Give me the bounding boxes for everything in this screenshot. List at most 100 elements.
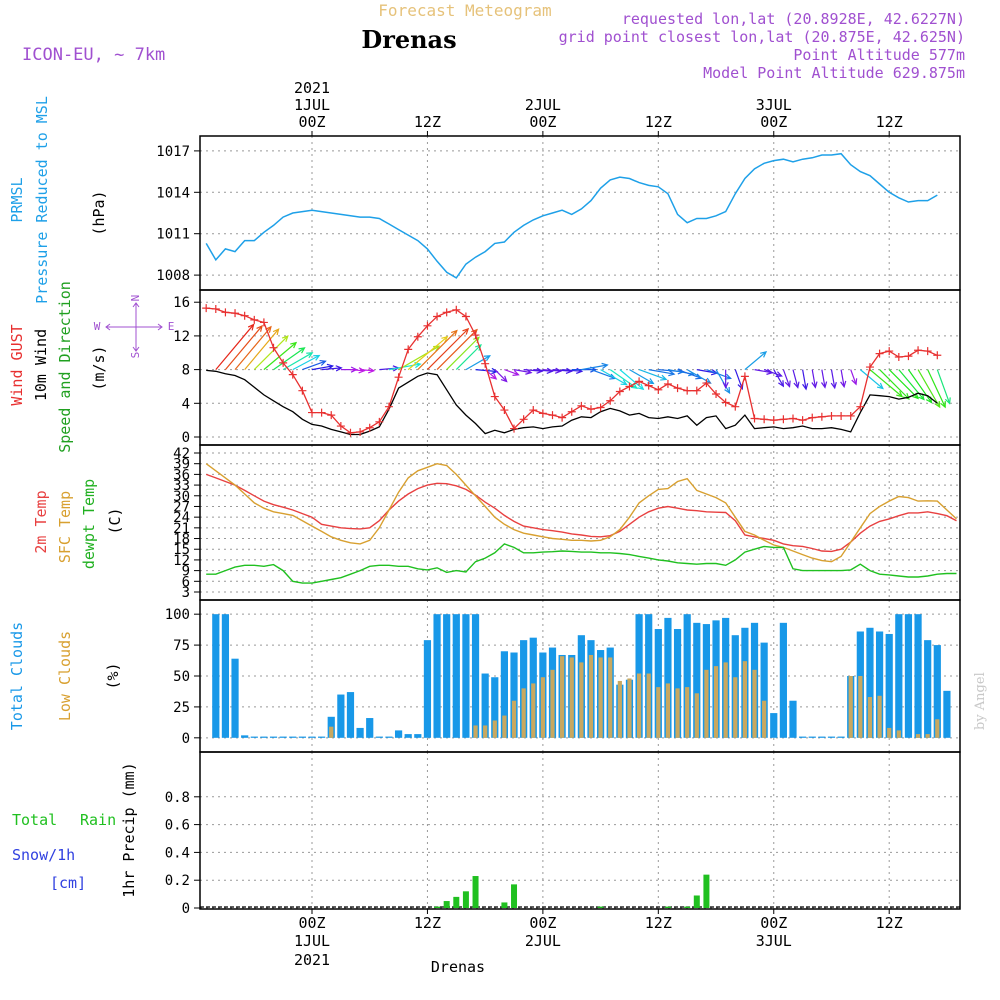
- total-cloud-bar: [250, 736, 258, 738]
- gust-marker: [356, 427, 365, 436]
- gust-marker: [500, 406, 509, 415]
- gust-marker: [856, 402, 865, 411]
- wind-arrow: [350, 369, 365, 372]
- total-cloud-bar: [346, 692, 355, 738]
- low-cloud-bar: [887, 727, 892, 738]
- low-cloud-bar: [723, 662, 728, 738]
- gust-marker: [519, 415, 528, 424]
- wind-arrow-head: [784, 380, 791, 388]
- wind-arrow: [253, 335, 289, 371]
- low-cloud-bar: [329, 726, 334, 738]
- gust-marker: [221, 308, 230, 317]
- wind-arrow-head: [637, 383, 645, 391]
- wind-arrow-head: [668, 370, 676, 377]
- pressure-label-long: Pressure Reduced to MSL: [33, 96, 51, 304]
- compass-rose: N S W E: [94, 295, 175, 359]
- wind-arrow-head: [565, 367, 574, 374]
- gust-marker: [317, 408, 326, 417]
- y-tick-label: 36: [173, 467, 190, 483]
- low-cloud-bar: [511, 700, 517, 738]
- wind-arrow-head: [306, 352, 314, 359]
- gust-marker: [259, 318, 268, 327]
- gust-marker: [538, 409, 547, 418]
- low-cloud-bar: [877, 695, 882, 738]
- wind-arrow: [273, 347, 305, 371]
- gust-marker: [240, 311, 249, 320]
- time-label-top: 12Z: [414, 113, 441, 131]
- gust-marker: [336, 422, 345, 431]
- total-cloud-bar: [356, 727, 364, 738]
- total-cloud-bar: [779, 622, 787, 738]
- total-cloud-bar: [212, 614, 220, 738]
- gust-marker: [577, 401, 586, 410]
- wind-arrow: [224, 325, 263, 370]
- wind-arrow: [830, 369, 836, 389]
- wind-arrow-head: [620, 379, 628, 386]
- total-cloud-bar: [789, 700, 797, 738]
- rain-bar: [597, 906, 604, 908]
- wind-arrow-head: [811, 381, 818, 389]
- gust-marker: [769, 416, 778, 425]
- time-label-top: 12Z: [876, 113, 903, 131]
- point-altitude: Point Altitude 577m: [793, 46, 965, 64]
- wind-arrow: [936, 369, 951, 404]
- low-cloud-bar: [915, 734, 921, 738]
- wind-arrow: [513, 369, 532, 374]
- wind-arrow: [494, 369, 508, 382]
- wind-arrow-head: [793, 381, 800, 389]
- y-tick-label: 25: [173, 700, 190, 716]
- time-label-top: 3JUL: [756, 96, 792, 114]
- model-altitude: Model Point Altitude 629.875m: [703, 64, 965, 82]
- rain-bar: [501, 902, 508, 908]
- panel-frame: [199, 289, 961, 446]
- low-cloud-bar: [540, 677, 545, 738]
- low-cloud-bar: [492, 720, 497, 738]
- total-cloud-bar: [770, 713, 778, 738]
- wind-arrow-head: [500, 375, 508, 383]
- total-cloud-bar: [394, 730, 403, 738]
- temperature-unit: (C): [106, 507, 124, 534]
- total-cloud-bar: [337, 694, 345, 738]
- gust-marker: [827, 411, 836, 420]
- wind-arrow: [311, 365, 333, 371]
- y-tick-label: 21: [173, 521, 190, 537]
- low-cloud-bar: [569, 657, 574, 738]
- wind-arrow-head: [272, 328, 280, 336]
- total-cloud-bar: [943, 690, 951, 738]
- gust-marker: [394, 373, 403, 382]
- time-label-top: 2JUL: [525, 96, 561, 114]
- wind-arrow-head: [820, 381, 828, 389]
- total-cloud-bar: [298, 736, 306, 738]
- total-cloud-label: Total Clouds: [8, 622, 26, 730]
- legend-snow-unit: [cm]: [50, 874, 86, 892]
- wind-arrow-head: [660, 374, 668, 381]
- t2m-label: 2m Temp: [32, 490, 50, 553]
- gridpoint-coords: grid point closest lon,lat (20.875E, 42.…: [559, 28, 965, 46]
- time-label-top: 1JUL: [294, 96, 330, 114]
- total-cloud-bar: [664, 617, 672, 738]
- y-tick-label: 39: [173, 457, 190, 473]
- low-cloud-bar: [848, 676, 853, 738]
- wind-arrow-head: [462, 327, 470, 335]
- wind-arrow-head: [840, 380, 847, 389]
- rain-bar: [443, 901, 450, 908]
- wind-arrow: [782, 369, 791, 387]
- gust-marker: [279, 358, 288, 367]
- gust-marker: [558, 413, 567, 422]
- wind-unit: (m/s): [90, 345, 108, 390]
- wind-arrow-head: [441, 335, 449, 343]
- y-tick-label: 100: [165, 607, 190, 623]
- gust-marker: [750, 414, 759, 423]
- gust-marker: [510, 424, 519, 433]
- wind-arrow-head: [290, 341, 298, 349]
- low-cloud-bar: [531, 683, 536, 738]
- compass-south: S: [129, 352, 142, 359]
- low-cloud-bar: [742, 661, 747, 738]
- low-cloud-bar: [896, 730, 901, 738]
- gust-marker: [269, 343, 278, 352]
- gust-marker: [346, 428, 355, 437]
- total-cloud-bar: [404, 734, 412, 738]
- gust-marker: [692, 386, 701, 395]
- total-cloud-bar: [866, 627, 874, 738]
- low-cloud-bar: [762, 700, 767, 738]
